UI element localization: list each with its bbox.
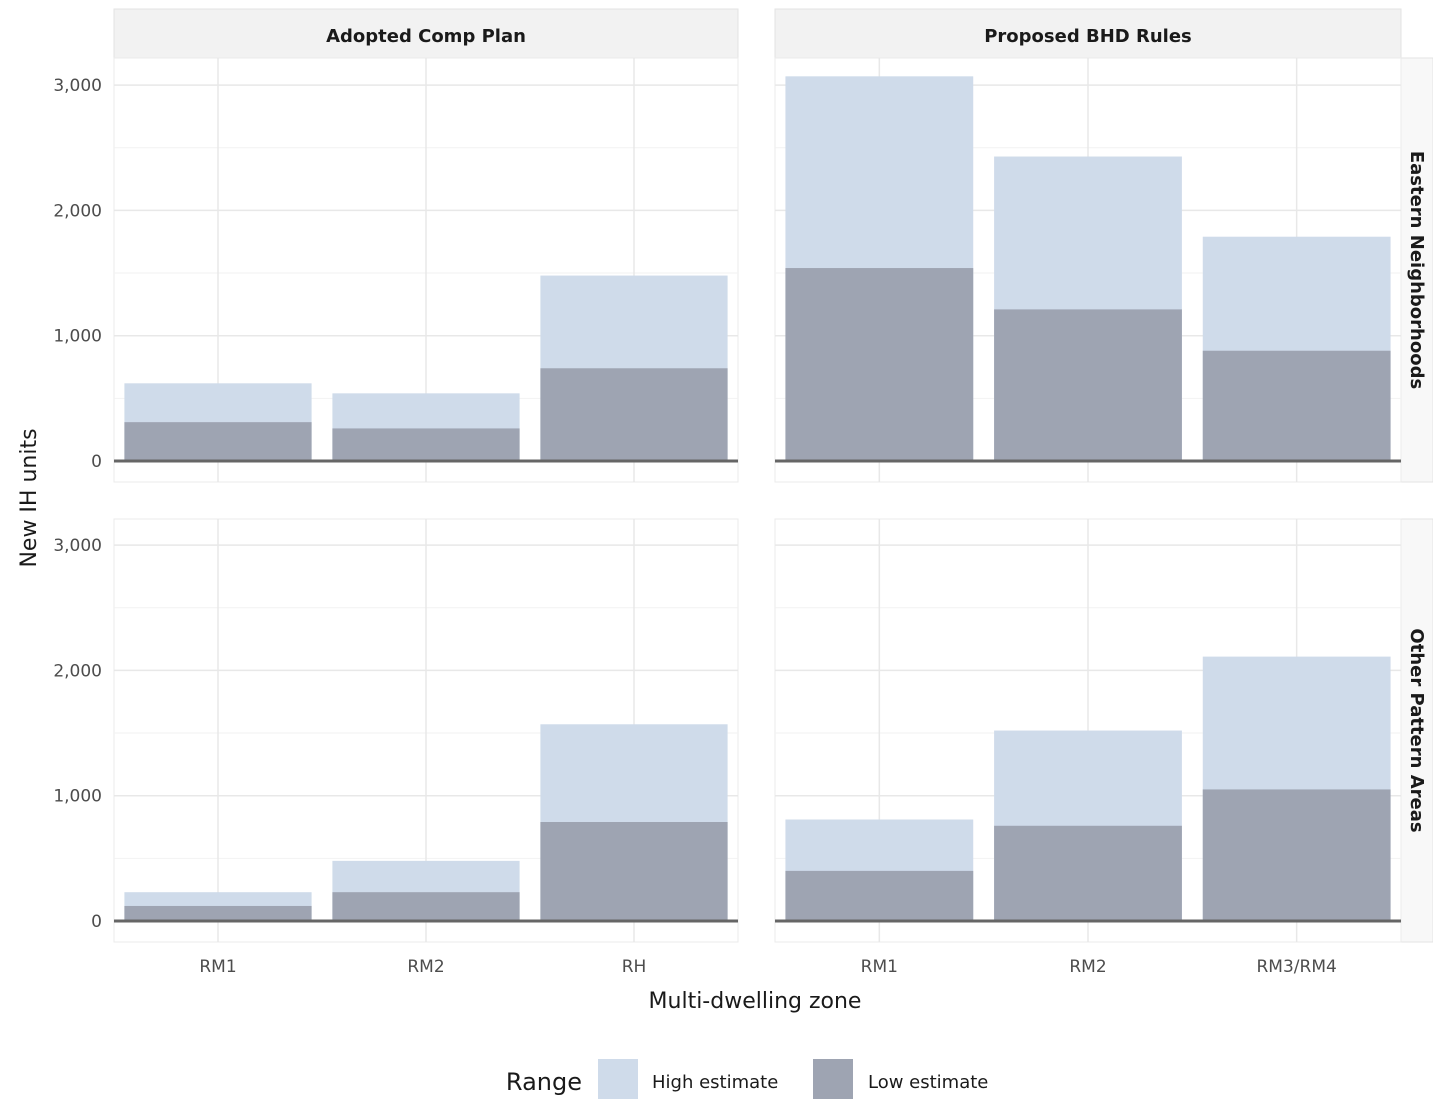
y-tick-label: 1,000 [53, 787, 102, 807]
column-strip-label: Proposed BHD Rules [984, 26, 1192, 47]
x-tick-label: RM2 [1069, 957, 1106, 977]
bar-low-estimate [124, 905, 312, 921]
bar-low-estimate [332, 892, 520, 921]
x-tick-label: RM1 [861, 957, 898, 977]
y-tick-label: 3,000 [53, 76, 102, 96]
bar-low-estimate [1202, 350, 1391, 461]
panel [774, 518, 1402, 943]
legend: Range High estimate Low estimate [506, 1059, 988, 1099]
panel [113, 57, 739, 483]
y-tick-label: 0 [91, 912, 102, 932]
bar-low-estimate [785, 870, 974, 921]
legend-label-low: Low estimate [868, 1072, 988, 1093]
y-tick-label: 3,000 [53, 536, 102, 556]
legend-swatch-high [598, 1059, 638, 1099]
x-tick-label: RM2 [407, 957, 444, 977]
legend-swatch-low [813, 1059, 853, 1099]
axes-layer: RM1 RM2 RH RM1 RM2 RM3/RM4 0 1,000 2,000 3,000 0 1,… [53, 76, 1337, 977]
legend-label-high: High estimate [652, 1072, 778, 1093]
x-tick-label: RM3/RM4 [1257, 957, 1337, 977]
panels-layer: Adopted Comp Plan Proposed BHD Rules Easte… [113, 8, 1433, 943]
y-tick-label: 0 [91, 452, 102, 472]
column-strip-label: Adopted Comp Plan [326, 26, 526, 47]
row-strip [1400, 57, 1433, 483]
x-tick-label: RH [622, 957, 647, 977]
x-axis-title: Multi-dwelling zone [649, 989, 862, 1014]
panel [113, 518, 739, 943]
bar-low-estimate [540, 822, 728, 921]
column-strip [113, 8, 739, 59]
row-strip-label: Eastern Neighborhoods [1406, 151, 1427, 389]
panel [774, 57, 1402, 483]
row-strip [1400, 518, 1433, 943]
y-axis-title: New IH units [17, 428, 42, 567]
bar-low-estimate [332, 428, 520, 461]
x-tick-label: RM1 [199, 957, 236, 977]
y-tick-label: 2,000 [53, 201, 102, 221]
column-strip [774, 8, 1402, 59]
bar-low-estimate [124, 422, 312, 461]
bar-low-estimate [540, 368, 728, 461]
bar-low-estimate [994, 825, 1182, 921]
legend-title: Range [506, 1068, 582, 1096]
bar-low-estimate [785, 268, 974, 461]
bar-low-estimate [994, 309, 1182, 461]
bar-low-estimate [1202, 789, 1391, 921]
row-strip-label: Other Pattern Areas [1406, 628, 1427, 832]
y-tick-label: 2,000 [53, 661, 102, 681]
y-tick-label: 1,000 [53, 327, 102, 347]
